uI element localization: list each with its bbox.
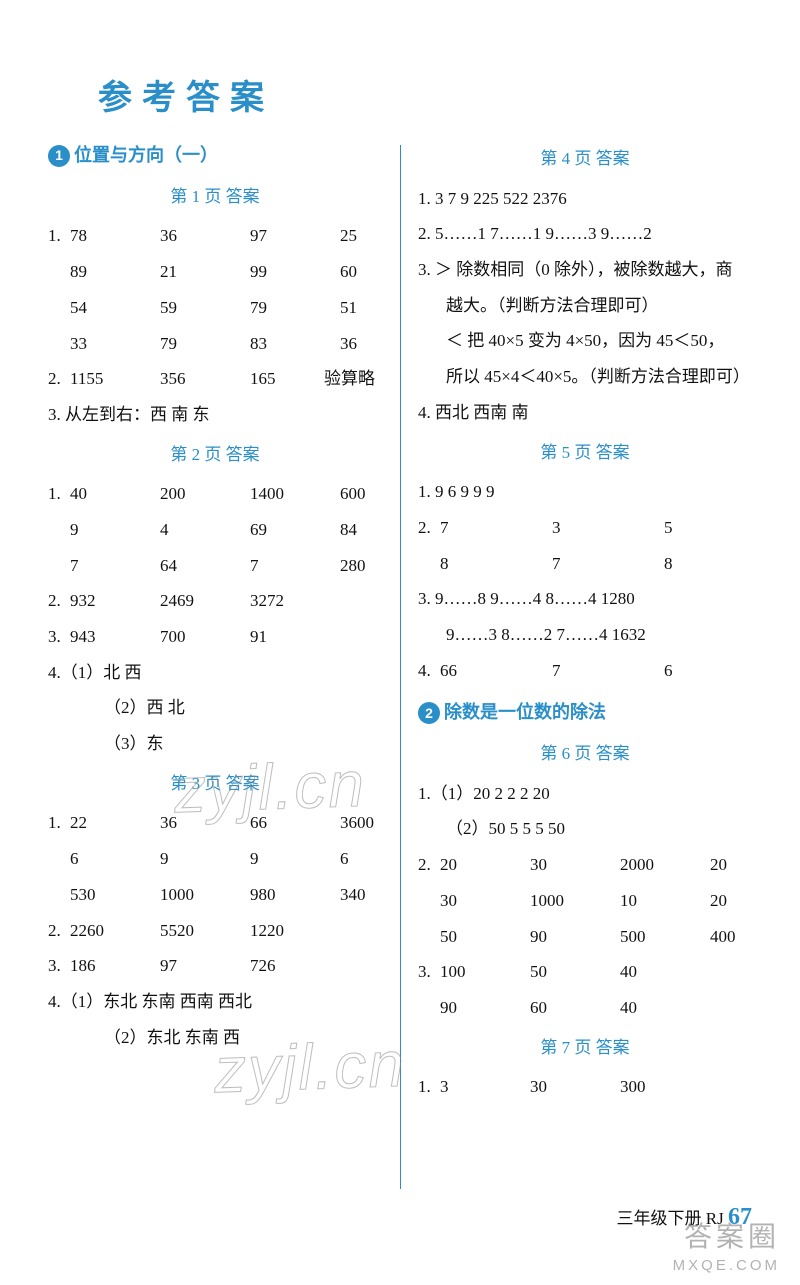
- section-num-icon: 1: [48, 145, 70, 167]
- p4-row2: 2. 5……1 7……1 9……3 9……2: [418, 216, 752, 252]
- p2-row1: 1.402001400600: [48, 476, 382, 512]
- p5-row4: 3. 9……8 9……4 8……4 1280: [418, 581, 752, 617]
- section-2-header: 2 除数是一位数的除法: [418, 694, 752, 732]
- p3-row3: 5301000980340: [48, 877, 382, 913]
- p6-row7: 906040: [418, 990, 752, 1026]
- section-1-header: 1 位置与方向（一）: [48, 137, 382, 175]
- p4-row4: 4. 西北 西南 南: [418, 395, 752, 431]
- page5-heading: 第 5 页 答案: [418, 435, 752, 471]
- page: 参考答案 1 位置与方向（一） 第 1 页 答案 1.78369725 8921…: [0, 0, 800, 1285]
- p6-row4: 3010001020: [418, 883, 752, 919]
- p3-row6: 4.（1）东北 东南 西南 西北: [48, 984, 382, 1020]
- p5-row5: 9……3 8……2 7……4 1632: [418, 617, 752, 653]
- p4-row3c: ＜ 把 40×5 变为 4×50，因为 45＜50，: [418, 323, 752, 359]
- section-num-icon: 2: [418, 702, 440, 724]
- p1-row4: 33798336: [48, 326, 382, 362]
- page2-heading: 第 2 页 答案: [48, 437, 382, 473]
- p4-row3a: 3. ＞ 除数相同（0 除外），被除数越大，商: [418, 252, 752, 288]
- p5-row2: 2.735: [418, 510, 752, 546]
- p2-row8: （3）东: [48, 726, 382, 762]
- p4-row3b: 越大。（判断方法合理即可）: [418, 288, 752, 324]
- main-title: 参考答案: [98, 70, 752, 119]
- p6-row3: 2.2030200020: [418, 847, 752, 883]
- p2-row7: （2）西 北: [48, 690, 382, 726]
- left-column: 1 位置与方向（一） 第 1 页 答案 1.78369725 89219960 …: [48, 137, 400, 1197]
- p1-row1: 1.78369725: [48, 218, 382, 254]
- page4-heading: 第 4 页 答案: [418, 141, 752, 177]
- p6-row6: 3.1005040: [418, 954, 752, 990]
- corner-line1: 答案圈: [673, 1219, 780, 1255]
- p2-row2: 946984: [48, 512, 382, 548]
- p5-row1: 1. 9 6 9 9 9: [418, 474, 752, 510]
- p6-row2: （2）50 5 5 5 50: [418, 811, 752, 847]
- page1-heading: 第 1 页 答案: [48, 179, 382, 215]
- page3-heading: 第 3 页 答案: [48, 766, 382, 802]
- p1-row3: 54597951: [48, 290, 382, 326]
- p4-row3d: 所以 45×4＜40×5。（判断方法合理即可）: [418, 359, 752, 395]
- right-column: 第 4 页 答案 1. 3 7 9 225 522 2376 2. 5……1 7…: [400, 137, 752, 1197]
- p5-row3: 878: [418, 546, 752, 582]
- p2-row4: 2.93224693272: [48, 583, 382, 619]
- p1-row2: 89219960: [48, 254, 382, 290]
- p3-row2: 6996: [48, 841, 382, 877]
- p4-row1: 1. 3 7 9 225 522 2376: [418, 181, 752, 217]
- p1-row6: 3. 从左到右：西 南 东: [48, 397, 382, 433]
- p7-row1: 1.330300: [418, 1069, 752, 1105]
- columns: 1 位置与方向（一） 第 1 页 答案 1.78369725 89219960 …: [48, 137, 752, 1197]
- page7-heading: 第 7 页 答案: [418, 1030, 752, 1066]
- p2-row5: 3.94370091: [48, 619, 382, 655]
- corner-watermark: 答案圈 MXQE.COM: [673, 1219, 780, 1275]
- section-1-title: 位置与方向（一）: [74, 137, 218, 175]
- p3-row1: 1.2236663600: [48, 805, 382, 841]
- p3-row5: 3.18697726: [48, 948, 382, 984]
- p6-row5: 5090500400: [418, 919, 752, 955]
- section-2-title: 除数是一位数的除法: [444, 694, 606, 732]
- corner-line2: MXQE.COM: [673, 1256, 780, 1276]
- page6-heading: 第 6 页 答案: [418, 736, 752, 772]
- p5-row6: 4.6676: [418, 653, 752, 689]
- p2-row6: 4.（1）北 西: [48, 655, 382, 691]
- p3-row7: （2）东北 东南 西: [48, 1020, 382, 1056]
- column-divider: [400, 145, 401, 1189]
- p3-row4: 2.226055201220: [48, 913, 382, 949]
- p2-row3: 7647280: [48, 548, 382, 584]
- p1-row5: 2.1155356165验算略: [48, 361, 382, 397]
- p6-row1: 1.（1）20 2 2 2 20: [418, 776, 752, 812]
